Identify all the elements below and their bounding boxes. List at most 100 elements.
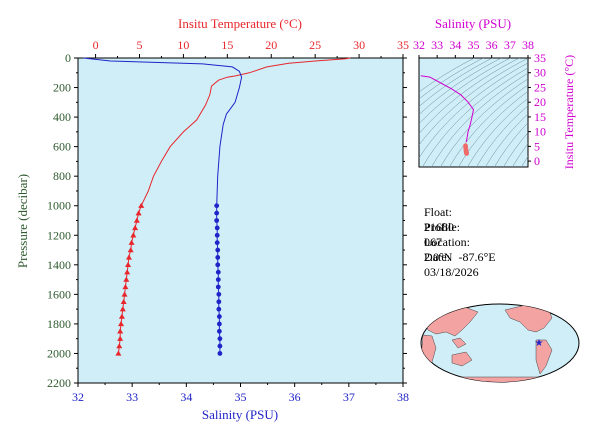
pressure-tick-label: 1000: [47, 199, 71, 213]
ts-density-contour: [419, 58, 475, 93]
temperature-tick-label: 0: [93, 38, 99, 52]
pressure-tick-label: 2200: [47, 376, 71, 390]
temperature-marker: [122, 283, 129, 290]
ts-density-contour: [467, 97, 528, 167]
temperature-marker: [120, 298, 127, 304]
temperature-marker: [132, 224, 139, 231]
temperature-marker: [117, 335, 124, 341]
pressure-tick-label: 400: [53, 110, 71, 124]
ts-marker: [464, 151, 469, 156]
salinity-marker: [216, 321, 222, 327]
salinity-marker: [217, 336, 223, 342]
pressure-axis-title: Pressure (decibar): [15, 174, 30, 268]
ts-density-contour: [419, 58, 484, 100]
temperature-marker: [117, 328, 124, 334]
ts-salinity-tick-label: 32: [413, 38, 425, 52]
info-date: Date: 03/18/2026: [418, 235, 479, 280]
pressure-tick-label: 1600: [47, 287, 71, 301]
temperature-marker: [118, 313, 125, 319]
ts-salinity-tick-label: 38: [522, 38, 534, 52]
temperature-axis-title: Insitu Temperature (°C): [178, 16, 302, 31]
salinity-axis-title: Salinity (PSU): [202, 407, 278, 422]
ts-temperature-tick-label: 30: [534, 66, 546, 80]
ts-density-contour: [512, 143, 528, 167]
ts-temperature-axis-title: Insitu Temperature (°C): [562, 55, 576, 169]
ts-salinity-tick-label: 34: [449, 38, 461, 52]
temperature-marker: [124, 269, 131, 275]
ts-temperature-tick-label: 35: [534, 51, 546, 65]
info-date-value: 03/18/2026: [424, 265, 479, 279]
salinity-tick-label: 34: [180, 390, 192, 404]
profile-series: [83, 57, 351, 356]
temperature-marker: [138, 202, 145, 208]
ts-plot-area: [418, 57, 529, 168]
ts-temperature-tick-label: 5: [534, 139, 540, 153]
ts-salinity-tick-label: 37: [504, 38, 516, 52]
temperature-marker: [128, 239, 135, 245]
temperature-marker: [125, 254, 132, 260]
pressure-tick-label: 600: [53, 140, 71, 154]
temperature-marker: [119, 306, 126, 312]
ts-density-contour: [503, 132, 528, 167]
temperature-tick-label: 25: [309, 38, 321, 52]
temperature-marker: [118, 320, 125, 327]
salinity-marker: [214, 203, 220, 209]
temperature-tick-label: 5: [136, 38, 142, 52]
salinity-marker: [215, 247, 221, 253]
salinity-marker: [215, 262, 221, 268]
pressure-tick-label: 200: [53, 81, 71, 95]
info-profile-key: Profile:: [424, 220, 460, 234]
info-date-key: Date:: [424, 250, 450, 264]
salinity-tick-label: 32: [72, 390, 84, 404]
salinity-marker: [214, 232, 220, 238]
ts-temperature-tick-label: 20: [534, 95, 546, 109]
pressure-tick-label: 800: [53, 169, 71, 183]
ts-density-contour: [419, 58, 511, 125]
salinity-tick-label: 36: [289, 390, 301, 404]
temperature-marker: [123, 276, 130, 282]
salinity-marker: [216, 306, 222, 312]
info-float-value: 21680: [424, 220, 454, 234]
pressure-tick-label: 1200: [47, 228, 71, 242]
info-float: Float: 21680: [418, 190, 454, 235]
salinity-tick-label: 38: [397, 390, 409, 404]
world-map: ★: [420, 303, 580, 383]
temperature-marker: [127, 247, 134, 253]
ts-curve: [420, 75, 475, 143]
info-location-key: Location:: [424, 235, 470, 249]
salinity-marker: [214, 218, 220, 223]
temperature-marker: [116, 343, 123, 349]
ts-density-contour: [440, 78, 528, 167]
salinity-line: [83, 57, 243, 354]
temperature-tick-label: 35: [397, 38, 409, 52]
ts-temperature-tick-label: 15: [534, 110, 546, 124]
salinity-marker: [216, 314, 222, 319]
ts-density-contour: [476, 105, 528, 167]
info-location-value: 2.0°N -87.6°E: [424, 250, 496, 264]
temperature-marker: [115, 350, 122, 356]
temperature-marker: [125, 261, 132, 268]
salinity-marker: [215, 277, 221, 282]
ts-temperature-tick-label: 10: [534, 125, 546, 139]
temperature-tick-label: 10: [177, 38, 189, 52]
salinity-marker: [217, 343, 223, 349]
profile-plot-area: [77, 57, 404, 384]
temperature-tick-label: 30: [353, 38, 365, 52]
salinity-marker: [216, 328, 222, 334]
temperature-marker: [121, 291, 128, 297]
temperature-marker: [135, 210, 142, 216]
ts-density-contour: [449, 84, 528, 167]
temperature-marker: [133, 217, 140, 223]
salinity-marker: [214, 210, 220, 216]
salinity-marker: [216, 291, 222, 297]
ts-temperature-tick-label: 25: [534, 80, 546, 94]
pressure-tick-label: 1800: [47, 317, 71, 331]
ts-density-contour: [521, 155, 528, 167]
salinity-tick-label: 37: [343, 390, 355, 404]
ts-salinity-tick-label: 35: [468, 38, 480, 52]
info-profile-value: 067: [424, 235, 442, 249]
temperature-tick-label: 20: [265, 38, 277, 52]
ts-density-contour: [419, 62, 528, 159]
